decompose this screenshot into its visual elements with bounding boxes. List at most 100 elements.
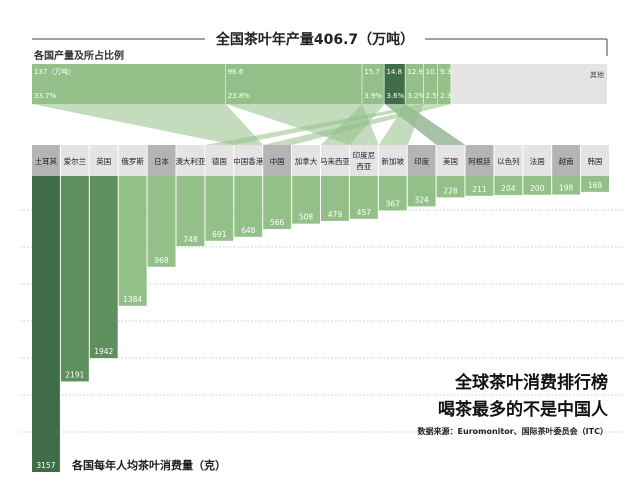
country-header <box>32 145 60 176</box>
country-label: 韩国 <box>588 156 603 166</box>
consumption-bar <box>234 176 263 237</box>
consumption-value-label: 968 <box>154 256 169 265</box>
country-label: 澳大利亚 <box>175 156 205 166</box>
consumption-value-label: 3157 <box>36 461 55 470</box>
country-label: 美国 <box>443 156 458 166</box>
production-segment <box>32 64 226 104</box>
consumption-value-label: 479 <box>328 210 343 219</box>
country-label: 日本 <box>154 156 169 166</box>
country-header <box>436 145 465 176</box>
production-link <box>205 104 439 145</box>
consumption-bar <box>436 176 465 198</box>
headline-line2: 喝茶最多的不是中国人 <box>438 399 609 420</box>
consumption-bar <box>263 176 292 230</box>
production-percent-label: 2.3% <box>440 92 458 100</box>
country-label: 法国 <box>530 156 545 166</box>
production-bracket <box>32 38 608 56</box>
country-header <box>321 145 349 176</box>
country-header <box>118 145 147 176</box>
production-segment-other <box>451 64 607 104</box>
consumption-value-label: 169 <box>588 181 603 190</box>
production-subtitle: 各国产量及所占比例 <box>33 49 124 62</box>
source-note: 数据来源：Euromonitor、国际茶叶委员会（ITC） <box>418 426 608 436</box>
production-segment <box>362 64 384 104</box>
production-segment <box>438 64 451 104</box>
country-header <box>523 145 552 176</box>
country-header <box>581 145 609 176</box>
consumption-value-label: 691 <box>212 230 227 239</box>
production-percent-label: 3.6% <box>386 92 404 100</box>
country-label: 新加坡 <box>382 156 405 166</box>
consumption-bar <box>581 176 609 192</box>
consumption-bar <box>407 176 436 207</box>
country-header <box>378 145 407 176</box>
country-header <box>89 145 118 176</box>
production-link <box>32 104 264 145</box>
consumption-bar <box>292 176 320 224</box>
consumption-value-label: 508 <box>299 213 314 222</box>
consumption-value-label: 457 <box>357 208 372 217</box>
country-label: 德国 <box>212 156 227 166</box>
country-header <box>292 145 320 176</box>
country-label: 以色列 <box>497 156 520 166</box>
country-label: 西亚 <box>356 162 371 171</box>
production-percent-label: 3.2% <box>407 92 425 100</box>
country-header <box>407 145 436 176</box>
consumption-value-label: 648 <box>241 226 256 235</box>
country-header <box>176 145 205 176</box>
country-label: 印度尼 <box>353 150 376 160</box>
consumption-bar <box>494 176 523 196</box>
production-percent-label: 23.8% <box>228 92 251 100</box>
production-segment <box>405 64 424 104</box>
country-label: 马来西亚 <box>320 157 350 166</box>
country-header <box>205 145 234 176</box>
production-percent-label: 2.5% <box>426 92 444 100</box>
production-other-label: 其他 <box>590 70 604 79</box>
production-value-label: 10.2 <box>426 68 442 76</box>
country-label: 中国香港 <box>233 156 263 166</box>
consumption-bar <box>552 176 581 195</box>
production-value-label: 9.3 <box>440 68 451 76</box>
consumption-bar <box>32 176 60 472</box>
country-header <box>263 145 292 176</box>
country-label: 俄罗斯 <box>121 156 144 166</box>
production-segment <box>423 64 438 104</box>
country-label: 加拿大 <box>295 156 318 166</box>
consumption-value-label: 2191 <box>65 370 84 379</box>
consumption-bar <box>523 176 552 195</box>
country-header <box>552 145 581 176</box>
country-header <box>494 145 523 176</box>
country-label: 阿根廷 <box>468 156 491 166</box>
consumption-value-label: 1384 <box>123 295 142 304</box>
consumption-bar <box>378 176 407 211</box>
production-segment <box>384 64 405 104</box>
consumption-value-label: 1942 <box>94 347 113 356</box>
consumption-value-label: 198 <box>559 184 574 193</box>
consumption-value-label: 748 <box>183 235 198 244</box>
consumption-value-label: 566 <box>270 218 285 227</box>
headline-line1: 全球茶叶消费排行榜 <box>454 372 608 393</box>
consumption-value-label: 367 <box>386 199 401 208</box>
consumption-value-label: 204 <box>501 184 516 193</box>
production-link <box>378 104 424 145</box>
consumption-bar <box>176 176 205 247</box>
production-bar: 137（万吨） 33.7% 96.6 23.8% 15.7 3.9% 14.8 3.6% 12.… <box>32 64 607 104</box>
country-label: 英国 <box>96 156 111 166</box>
consumption-bar <box>465 176 494 196</box>
production-value-label: 15.7 <box>364 68 380 76</box>
consumption-value-label: 324 <box>414 195 429 204</box>
production-value-label: 96.6 <box>228 68 244 76</box>
consumption-bar <box>349 176 378 219</box>
consumption-value-label: 228 <box>443 186 458 195</box>
country-header <box>465 145 494 176</box>
country-label: 印度 <box>414 156 429 166</box>
consumption-axis-title: 各国每年人均茶叶消费量（克） <box>71 458 226 472</box>
production-value-label: 14.8 <box>386 68 402 76</box>
country-header <box>234 145 263 176</box>
consumption-bar <box>60 176 89 382</box>
consumption-bars: 3157 2191 1942 1384 968 748 691 648 566 508 479 457… <box>32 176 609 472</box>
country-header <box>147 145 176 176</box>
consumption-bar <box>89 176 118 359</box>
